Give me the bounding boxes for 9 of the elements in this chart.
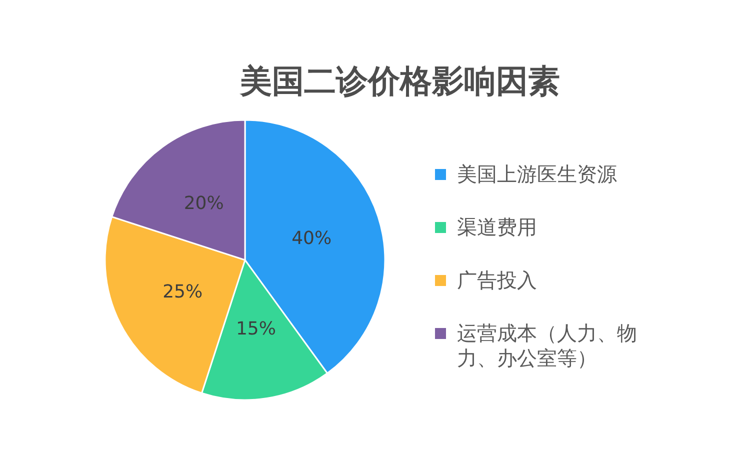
data-label: 15% — [236, 318, 276, 340]
data-label: 40% — [292, 228, 332, 249]
legend-label: 广告投入 — [457, 268, 538, 293]
chart-title: 美国二诊价格影响因素 — [238, 61, 561, 102]
legend-label: 美国上游医生资源 — [457, 162, 618, 187]
legend-label: 渠道费用 — [457, 215, 538, 240]
data-label: 20% — [184, 192, 224, 214]
legend-label: 运营成本（人力、物力、办公室等） — [457, 321, 638, 371]
data-label: 25% — [162, 281, 203, 302]
